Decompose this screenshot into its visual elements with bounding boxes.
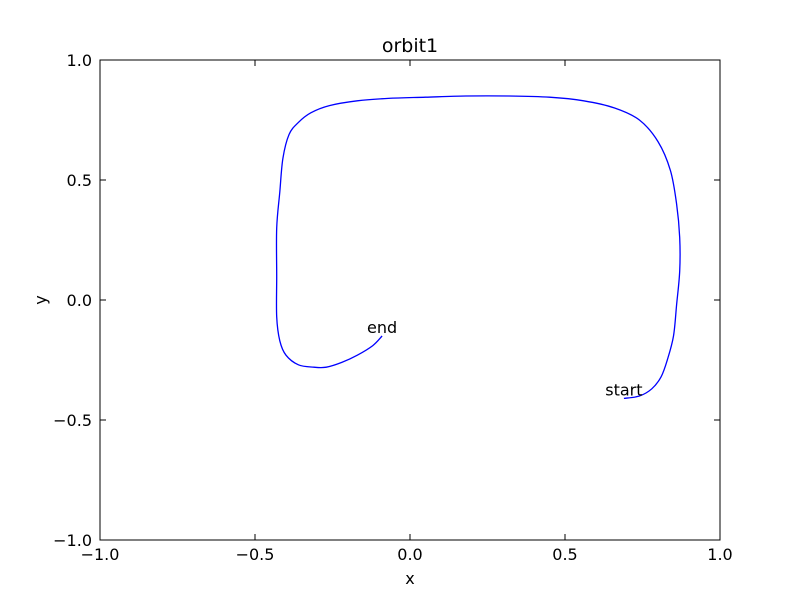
x-tick-label: −1.0 [81, 545, 120, 564]
annotation-end: end [367, 318, 397, 337]
y-tick-label: −0.5 [53, 411, 92, 430]
y-tick-label: 0.5 [67, 171, 92, 190]
y-tick-label: 1.0 [67, 51, 92, 70]
x-axis-ticks: −1.0 −0.5 0.0 0.5 1.0 [81, 60, 733, 564]
plot-frame [99, 59, 721, 541]
chart-title: orbit1 [382, 35, 438, 57]
y-tick-label: −1.0 [53, 531, 92, 550]
x-tick-label: −0.5 [236, 545, 275, 564]
y-tick-label: 0.0 [67, 291, 92, 310]
orbit-line [275, 95, 681, 400]
y-axis-label: y [31, 295, 50, 304]
annotation-layer: start end [367, 318, 643, 399]
series-layer [275, 95, 681, 400]
x-tick-label: 1.0 [707, 545, 732, 564]
y-axis-ticks: −1.0 −0.5 0.0 0.5 1.0 [53, 51, 720, 550]
x-tick-label: 0.0 [397, 545, 422, 564]
plot-area: start end [99, 59, 721, 541]
x-tick-label: 0.5 [552, 545, 577, 564]
x-axis-label: x [405, 569, 414, 588]
annotation-start: start [605, 380, 642, 399]
